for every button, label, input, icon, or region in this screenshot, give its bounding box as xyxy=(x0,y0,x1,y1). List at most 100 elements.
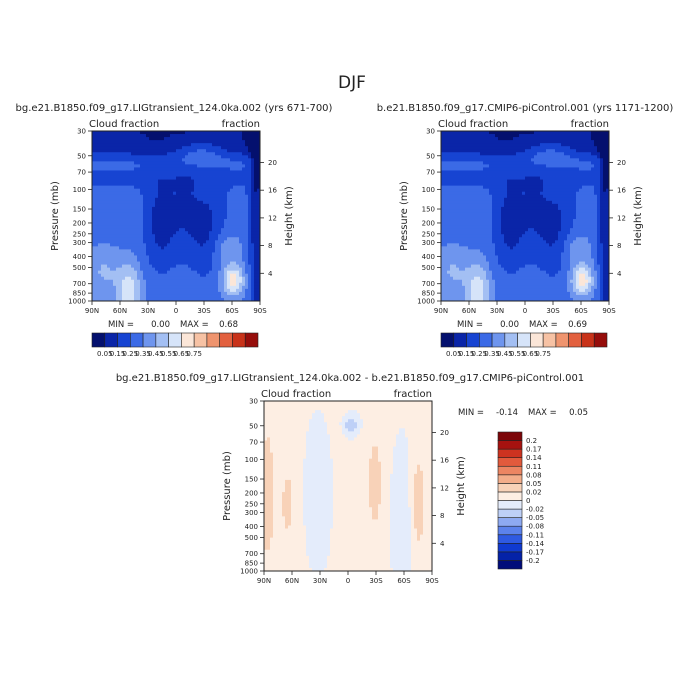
field-cell xyxy=(188,231,192,235)
field-cell xyxy=(182,273,186,278)
field-cell xyxy=(528,173,532,177)
field-cell xyxy=(453,167,457,171)
field-cell xyxy=(254,149,258,153)
field-cell xyxy=(122,216,126,220)
field-cell xyxy=(468,140,472,144)
field-cell xyxy=(257,273,261,278)
field-cell xyxy=(218,252,222,256)
field-cell xyxy=(212,209,216,214)
field-cell xyxy=(119,243,123,247)
field-cell xyxy=(489,237,493,241)
field-cell xyxy=(492,206,496,211)
field-cell xyxy=(257,176,261,180)
field-cell xyxy=(450,276,454,281)
field-cell xyxy=(209,209,213,214)
field-cell xyxy=(507,222,511,226)
field-cell xyxy=(173,158,177,162)
field-cell xyxy=(519,285,523,290)
field-cell xyxy=(170,131,174,135)
field-cell xyxy=(227,161,231,165)
field-cell xyxy=(131,173,135,177)
field-cell xyxy=(525,161,529,165)
field-cell xyxy=(480,191,484,196)
field-cell xyxy=(161,209,165,214)
field-cell xyxy=(242,140,246,144)
field-cell xyxy=(122,246,126,250)
field-cell xyxy=(188,294,192,299)
field-cell xyxy=(230,209,234,214)
field-cell xyxy=(221,212,225,217)
field-cell xyxy=(182,267,186,272)
field-cell xyxy=(257,291,261,296)
field-cell xyxy=(504,270,508,275)
field-cell xyxy=(164,173,168,177)
field-cell xyxy=(182,134,186,138)
field-cell xyxy=(125,173,129,177)
field-cell xyxy=(107,164,111,168)
field-cell xyxy=(495,167,499,171)
field-cell xyxy=(498,209,502,214)
field-cell xyxy=(146,279,150,284)
field-cell xyxy=(113,246,117,250)
field-cell xyxy=(501,234,505,238)
field-cell xyxy=(185,261,189,265)
field-cell xyxy=(188,258,192,262)
field-cell xyxy=(209,161,213,165)
field-cell xyxy=(161,167,165,171)
field-cell xyxy=(128,197,132,202)
field-cell xyxy=(507,237,511,241)
field-cell xyxy=(230,228,234,232)
field-cell xyxy=(197,212,201,217)
field-cell xyxy=(447,240,451,244)
field-cell xyxy=(119,237,123,241)
field-cell xyxy=(116,203,120,208)
field-cell xyxy=(158,285,162,290)
field-cell xyxy=(239,134,243,138)
field-cell xyxy=(450,158,454,162)
field-cell xyxy=(465,146,469,150)
field-cell xyxy=(218,216,222,220)
field-cell xyxy=(206,158,210,162)
field-cell xyxy=(110,161,114,165)
field-cell xyxy=(212,194,216,199)
field-cell xyxy=(143,197,147,202)
field-cell xyxy=(104,297,108,302)
field-cell xyxy=(239,173,243,177)
field-cell xyxy=(98,146,102,150)
field-cell xyxy=(104,258,108,262)
field-cell xyxy=(218,276,222,281)
field-cell xyxy=(152,219,156,223)
field-cell xyxy=(519,149,523,153)
field-cell xyxy=(492,252,496,256)
field-cell xyxy=(522,206,526,211)
field-cell xyxy=(534,170,538,174)
field-cell xyxy=(510,197,514,202)
field-cell xyxy=(158,267,162,272)
field-cell xyxy=(107,149,111,153)
field-cell xyxy=(462,225,466,229)
field-cell xyxy=(516,228,520,232)
field-cell xyxy=(245,216,249,220)
field-cell xyxy=(128,164,132,168)
field-cell xyxy=(170,209,174,214)
field-cell xyxy=(495,182,499,187)
field-cell xyxy=(450,291,454,296)
field-cell xyxy=(182,252,186,256)
field-cell xyxy=(125,203,129,208)
field-cell xyxy=(462,185,466,190)
field-cell xyxy=(206,209,210,214)
field-cell xyxy=(474,273,478,278)
field-cell xyxy=(110,194,114,199)
field-cell xyxy=(161,252,165,256)
field-cell xyxy=(143,285,147,290)
field-cell xyxy=(203,228,207,232)
field-cell xyxy=(158,294,162,299)
field-cell xyxy=(534,273,538,278)
field-cell xyxy=(444,191,448,196)
field-cell xyxy=(125,152,129,156)
field-cell xyxy=(486,237,490,241)
field-cell xyxy=(203,264,207,269)
x-tick-label: 90N xyxy=(85,307,99,315)
field-cell xyxy=(173,179,177,184)
field-cell xyxy=(492,276,496,281)
